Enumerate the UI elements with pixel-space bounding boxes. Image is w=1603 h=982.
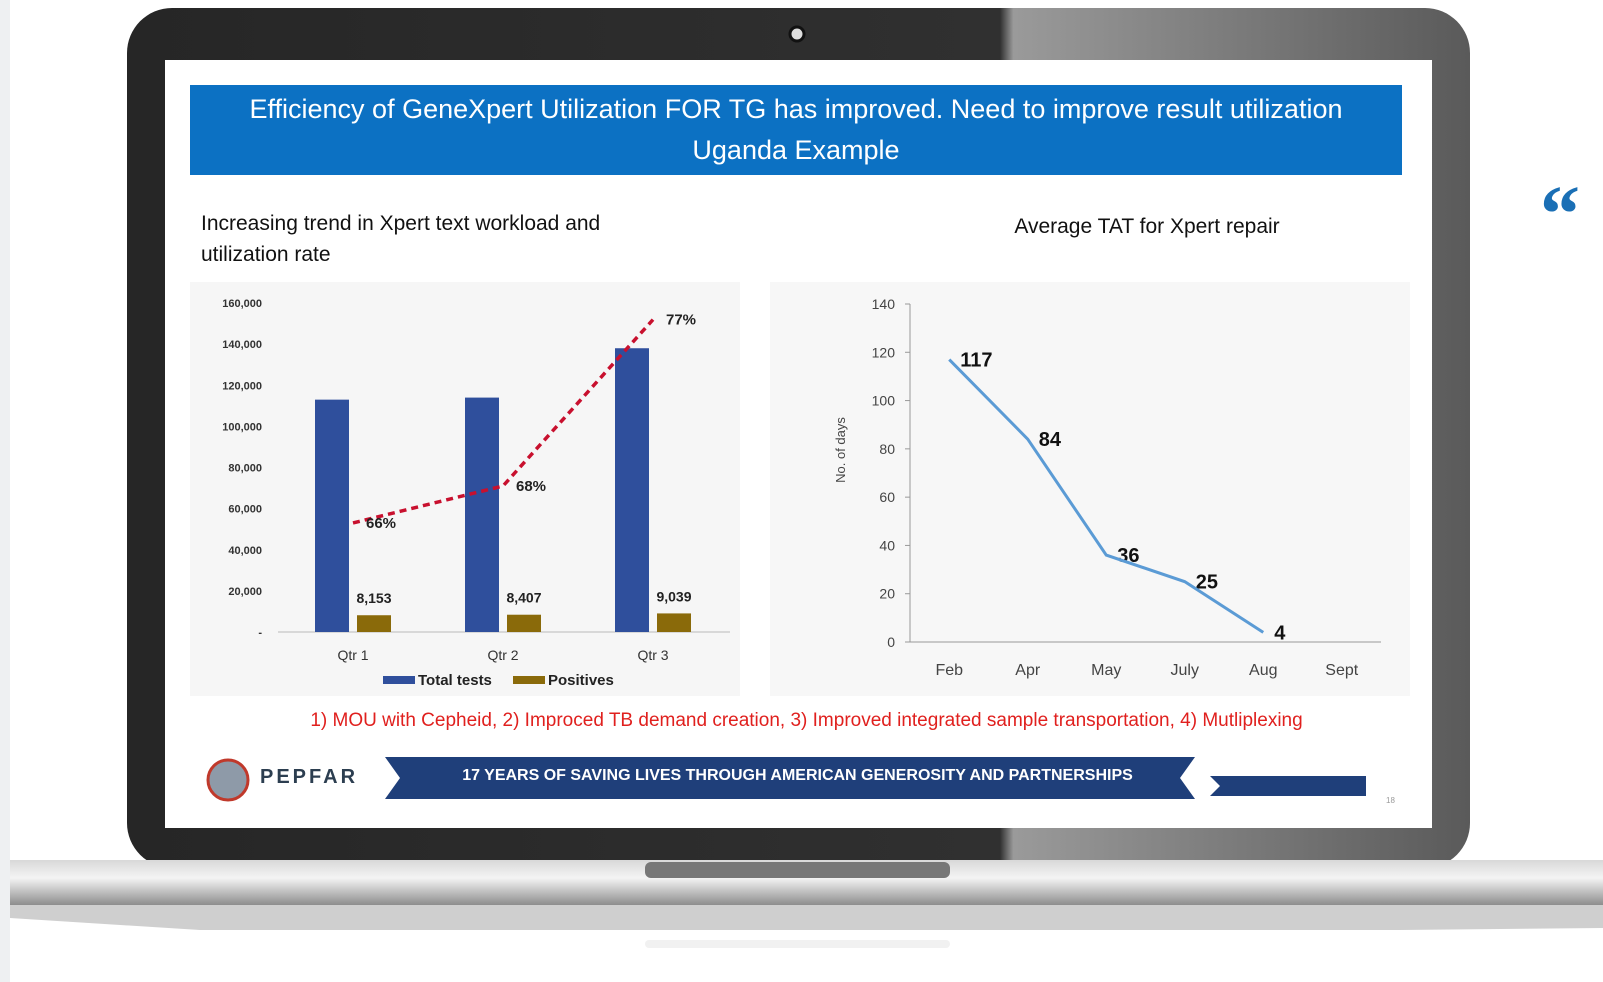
page: - 20,000 40,000 60,000 80,000 100,000 120,000 1… bbox=[0, 0, 1603, 982]
y-tick-label: 60 bbox=[879, 489, 895, 505]
side-quote: “ bbox=[1540, 170, 1580, 261]
bar bbox=[507, 615, 541, 632]
bar bbox=[615, 348, 649, 632]
chart-title: Increasing trend in Xpert text workload … bbox=[201, 208, 671, 270]
legend-swatch bbox=[383, 676, 415, 684]
x-tick-label: Qtr 2 bbox=[487, 647, 518, 663]
bar bbox=[357, 615, 391, 632]
data-label: 68% bbox=[516, 478, 546, 495]
slide-subtitle: Uganda Example bbox=[190, 130, 1402, 171]
y-tick-label: - bbox=[258, 627, 262, 639]
camera bbox=[790, 27, 804, 41]
bar bbox=[465, 398, 499, 632]
legend-label: Total tests bbox=[418, 672, 492, 689]
bar bbox=[315, 400, 349, 632]
data-label: 66% bbox=[366, 515, 396, 532]
y-tick-label: 100 bbox=[872, 393, 896, 409]
y-tick-label: 140,000 bbox=[222, 339, 262, 351]
chart-title: Average TAT for Xpert repair bbox=[947, 215, 1347, 239]
slide-note: 1) MOU with Cepheid, 2) Improced TB dema… bbox=[165, 710, 1448, 732]
data-label: 84 bbox=[1039, 429, 1062, 451]
y-tick-label: 40 bbox=[879, 537, 895, 553]
y-tick-label: 20 bbox=[879, 586, 895, 602]
margin bbox=[0, 0, 10, 982]
x-tick-label: Qtr 3 bbox=[637, 647, 668, 663]
x-tick-label: May bbox=[1091, 662, 1121, 679]
hinge-notch bbox=[645, 862, 950, 878]
y-tick-label: 140 bbox=[872, 296, 896, 312]
data-label: 4 bbox=[1274, 622, 1286, 644]
x-tick-label: July bbox=[1171, 662, 1199, 679]
slide-header: Efficiency of GeneXpert Utilization FOR … bbox=[190, 85, 1402, 175]
y-tick-label: 0 bbox=[887, 634, 895, 650]
data-label: 8,407 bbox=[506, 590, 541, 606]
y-tick-label: 20,000 bbox=[228, 586, 262, 598]
x-tick-label: Aug bbox=[1249, 662, 1277, 679]
y-tick-label: 40,000 bbox=[228, 545, 262, 557]
banner-bar bbox=[1210, 776, 1366, 796]
y-axis-label: No. of days bbox=[833, 417, 848, 483]
logo-mark bbox=[208, 760, 248, 800]
bar bbox=[657, 613, 691, 632]
data-label: 8,153 bbox=[356, 590, 391, 606]
y-tick-label: 120,000 bbox=[222, 380, 262, 392]
data-label: 117 bbox=[960, 350, 992, 372]
x-tick-label: Apr bbox=[1015, 662, 1041, 679]
logo-text: PEPFAR bbox=[260, 766, 358, 789]
data-label: 77% bbox=[666, 312, 696, 329]
x-tick-label: Qtr 1 bbox=[337, 647, 368, 663]
slide-title: Efficiency of GeneXpert Utilization FOR … bbox=[190, 89, 1402, 130]
y-tick-label: 160,000 bbox=[222, 298, 262, 310]
page-number: 18 bbox=[1386, 796, 1395, 805]
y-tick-label: 60,000 bbox=[228, 504, 262, 516]
base-bottom bbox=[10, 905, 1603, 930]
legend-label: Positives bbox=[548, 672, 614, 689]
chart-panel bbox=[770, 282, 1410, 696]
x-tick-label: Sept bbox=[1325, 662, 1358, 679]
y-tick-label: 80,000 bbox=[228, 463, 262, 475]
data-label: 9,039 bbox=[656, 588, 691, 604]
x-tick-label: Feb bbox=[935, 662, 963, 679]
legend-swatch bbox=[513, 676, 545, 684]
y-tick-label: 80 bbox=[879, 441, 895, 457]
banner-text: 17 YEARS OF SAVING LIVES THROUGH AMERICA… bbox=[400, 767, 1195, 785]
y-tick-label: 120 bbox=[872, 344, 896, 360]
reflection bbox=[645, 940, 950, 948]
y-tick-label: 100,000 bbox=[222, 421, 262, 433]
